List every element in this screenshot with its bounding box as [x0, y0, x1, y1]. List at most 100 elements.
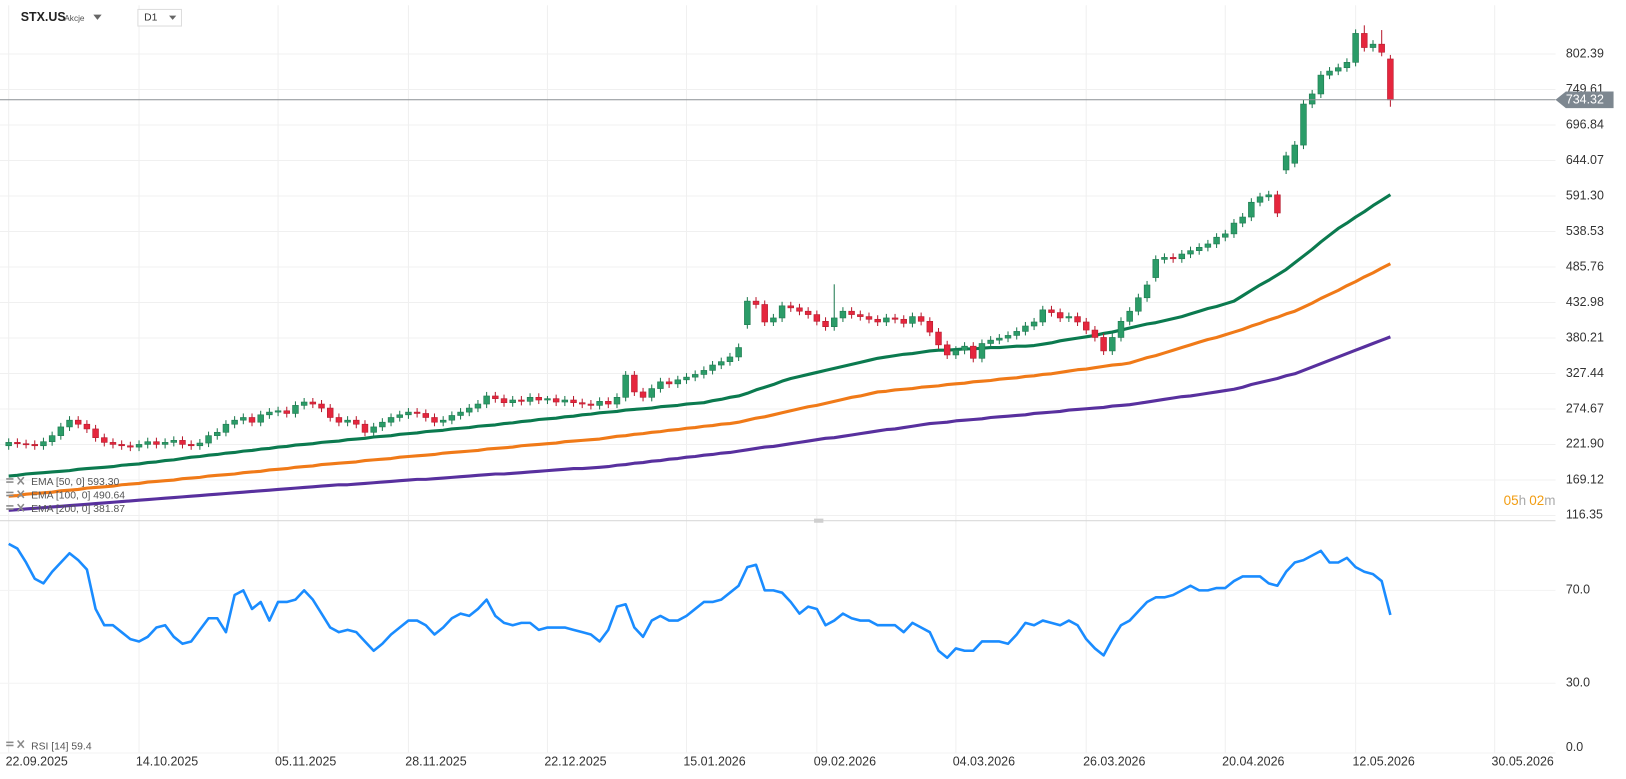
y-tick-label: 485.76 — [1566, 259, 1604, 273]
legend-icon[interactable] — [6, 478, 14, 480]
candle-body — [1265, 194, 1272, 198]
interval-dropdown[interactable] — [169, 15, 177, 20]
candle-body — [570, 399, 577, 404]
y-tick-label: 327.44 — [1566, 366, 1604, 380]
candle-body — [987, 339, 994, 344]
candle-body — [161, 442, 169, 445]
countdown-unit: m — [1544, 493, 1555, 508]
candle-body — [135, 444, 143, 448]
candle-body — [439, 419, 447, 423]
x-tick-label: 22.12.2025 — [544, 755, 606, 769]
legend-icon[interactable] — [6, 481, 14, 483]
y-tick-label: 591.30 — [1566, 188, 1604, 202]
candle-body — [926, 320, 934, 333]
candle-body — [187, 444, 195, 447]
candle-body — [74, 419, 82, 425]
symbol-dropdown[interactable] — [93, 14, 102, 20]
y-tick-label: 432.98 — [1566, 295, 1604, 309]
candle-body — [978, 343, 986, 359]
candle-body — [222, 423, 230, 433]
candle-body — [240, 417, 247, 421]
x-tick-label: 14.10.2025 — [136, 755, 198, 769]
legend-icon[interactable] — [6, 508, 14, 510]
candle-body — [1117, 320, 1125, 338]
legend-icon[interactable] — [6, 491, 14, 494]
candle-body — [900, 318, 907, 324]
candle-body — [639, 391, 647, 398]
candle-body — [596, 401, 603, 406]
interval[interactable]: D1 — [144, 12, 157, 23]
candle-body — [83, 423, 91, 430]
candle-body — [1039, 309, 1046, 323]
candle-body — [274, 410, 282, 413]
candle-body — [1361, 33, 1368, 48]
x-tick-label: 20.04.2026 — [1222, 755, 1284, 769]
y-tick-label: 30.0 — [1566, 676, 1590, 690]
candle-body — [579, 402, 586, 405]
candle-body — [535, 397, 542, 401]
symbol[interactable]: STX.US — [21, 10, 66, 24]
candle-body — [1369, 43, 1377, 48]
candle-body — [335, 417, 343, 423]
candle-body — [109, 442, 117, 445]
legend-close[interactable] — [17, 490, 25, 499]
candle-body — [1152, 259, 1159, 278]
legend-close[interactable] — [17, 503, 25, 512]
candle-body — [101, 437, 108, 443]
line-series — [8, 193, 1392, 478]
candle-body — [257, 414, 264, 423]
candle-body — [344, 419, 351, 423]
candle-body — [1300, 103, 1307, 146]
candle-body — [1056, 312, 1064, 319]
candle-body — [1204, 243, 1212, 248]
candle-body — [718, 361, 725, 366]
candle-body — [683, 376, 690, 381]
interval-box[interactable] — [137, 8, 182, 27]
legend-icon[interactable] — [6, 494, 14, 497]
candle-body — [483, 395, 490, 405]
legend-close[interactable] — [17, 740, 25, 749]
panel-handle[interactable] — [814, 518, 824, 523]
candle-body — [361, 423, 369, 433]
candle-body — [48, 435, 56, 443]
candle-body — [1109, 337, 1116, 352]
legend-icon[interactable] — [6, 505, 14, 507]
candle-body — [709, 364, 716, 371]
candle-body — [613, 397, 621, 405]
legend-icon[interactable] — [6, 741, 14, 744]
candle-body — [1083, 321, 1090, 331]
candle-body — [883, 317, 890, 323]
candle-body — [691, 374, 699, 378]
candle-body — [744, 300, 751, 325]
candle-body — [552, 398, 560, 403]
candle-body — [700, 370, 708, 375]
candle-body — [1308, 93, 1316, 105]
candle-body — [370, 426, 377, 433]
legend-entry: EMA [100, 0] 490.64 — [31, 491, 125, 502]
candle-body — [422, 413, 430, 418]
candle-body — [1291, 144, 1299, 164]
candle-body — [509, 399, 516, 404]
candle-body — [466, 407, 473, 413]
candle-body — [1091, 329, 1099, 338]
candle-body — [909, 316, 916, 324]
candle-body — [40, 441, 47, 447]
candle-body — [1274, 194, 1281, 214]
line-series — [8, 542, 1392, 660]
candle-body — [196, 442, 204, 447]
instrument-type: Akcje — [64, 13, 85, 23]
legend-close[interactable] — [17, 476, 25, 485]
y-tick-label: 380.21 — [1566, 330, 1604, 344]
candle-body — [1195, 247, 1203, 251]
candle-body — [631, 374, 638, 393]
legend-icon[interactable] — [6, 744, 14, 747]
line-series — [8, 262, 1392, 498]
candle-body — [387, 417, 395, 423]
candle-body — [318, 403, 325, 409]
candle-body — [1239, 216, 1246, 224]
candle-body — [474, 403, 482, 409]
x-tick-label: 26.03.2026 — [1083, 755, 1145, 769]
candle-body — [874, 318, 881, 323]
